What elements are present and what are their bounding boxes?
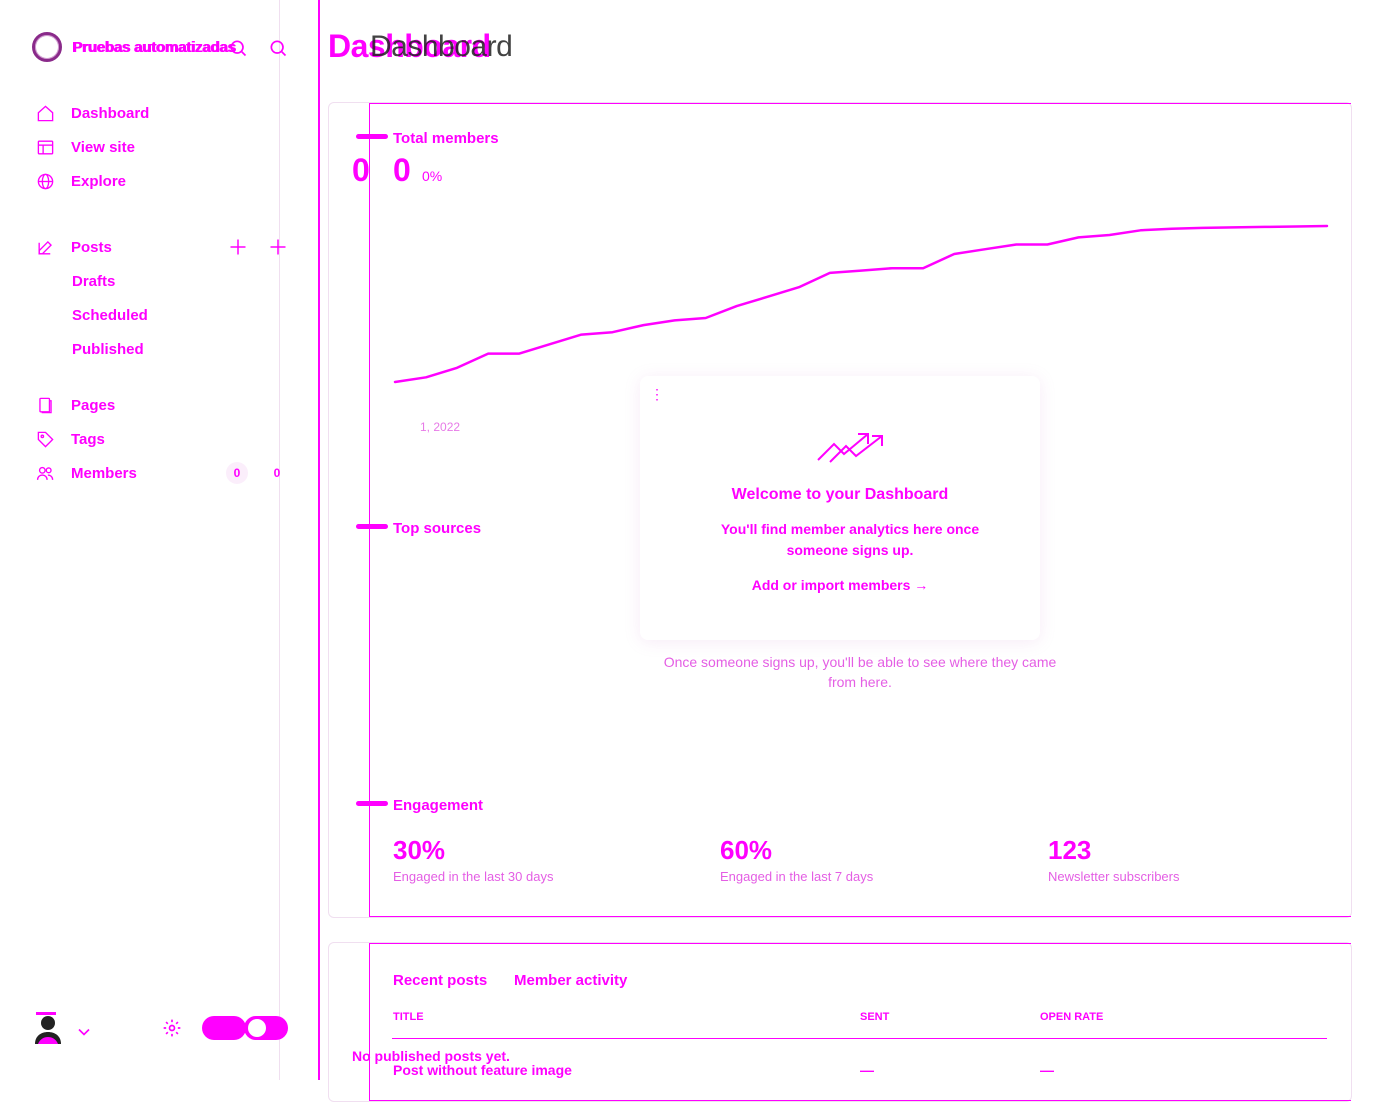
more-icon[interactable]: ⋮: [650, 386, 664, 402]
nav-posts[interactable]: Posts: [36, 230, 286, 264]
column-open-rate: OPEN RATE: [1040, 1011, 1104, 1023]
nav-published[interactable]: Published: [72, 340, 144, 358]
post-title[interactable]: Post without feature image: [393, 1062, 572, 1078]
nav-label: Pages: [71, 396, 116, 414]
tag-icon: [37, 431, 54, 448]
page-icon: [39, 397, 52, 413]
recent-posts-card: [328, 942, 1352, 1102]
engagement-7d-caption: Engaged in the last 7 days: [720, 869, 874, 884]
home-icon: [37, 104, 54, 121]
total-members-value: 0: [393, 152, 411, 188]
theme-toggle-ghost: [202, 1016, 246, 1040]
nav-explore[interactable]: Explore: [36, 164, 286, 198]
members-icon: [36, 466, 54, 480]
user-icon: [35, 1012, 61, 1044]
plus-icon: [230, 239, 246, 255]
newsletter-subscribers-value: 123: [1048, 835, 1092, 865]
nav-pages[interactable]: Pages: [36, 388, 286, 422]
welcome-modal: ⋮ Welcome to your Dashboard You'll find …: [640, 376, 1040, 640]
post-open-rate: —: [1040, 1062, 1054, 1078]
label-ghost-dash: [356, 801, 388, 806]
nav-dashboard[interactable]: Dashboard: [36, 96, 286, 130]
nav-label: Posts: [71, 238, 112, 256]
post-sent: —: [860, 1062, 874, 1078]
content-nav: Pages Tags Members 0 0: [36, 388, 286, 490]
tab-recent-posts[interactable]: Recent posts: [393, 972, 488, 989]
layout-icon: [37, 139, 54, 155]
newsletter-subscribers-caption: Newsletter subscribers: [1048, 869, 1180, 884]
brand-name: Pruebas automatizadas: [72, 38, 236, 56]
nav-view-site[interactable]: View site: [36, 130, 286, 164]
new-post-ghost-button[interactable]: [228, 237, 248, 257]
welcome-description: You'll find member analytics here once s…: [720, 521, 980, 558]
nav-label: Tags: [71, 430, 105, 448]
sidebar-divider: [279, 0, 280, 1080]
nav-tags[interactable]: Tags: [36, 422, 286, 456]
page-title-ghost: Dashboard: [370, 30, 513, 63]
add-members-link[interactable]: Add or import members →: [751, 577, 929, 593]
sidebar-footer: [32, 1010, 292, 1050]
total-members-value-ghost: 0: [352, 152, 370, 188]
primary-nav: Dashboard View site Explore: [36, 96, 286, 198]
chevron-down-icon[interactable]: [72, 1020, 96, 1044]
engagement-7d-value: 60%: [720, 835, 773, 865]
brand[interactable]: Pruebas automatizadas: [32, 32, 236, 62]
column-sent: SENT: [860, 1011, 890, 1023]
no-posts-text: No published posts yet.: [352, 1048, 510, 1064]
engagement-label: Engagement: [393, 797, 484, 814]
label-ghost-dash: [356, 524, 388, 529]
total-members-change: 0%: [422, 168, 443, 184]
tab-member-activity[interactable]: Member activity: [514, 972, 628, 989]
gear-icon[interactable]: [160, 1016, 184, 1040]
members-count: 0: [273, 466, 281, 480]
nav-drafts[interactable]: Drafts: [72, 272, 116, 290]
total-members-label: Total members: [393, 130, 499, 147]
nav-label: Dashboard: [71, 104, 150, 122]
welcome-title: Welcome to your Dashboard: [731, 486, 949, 503]
chart-start-date: 1, 2022: [420, 420, 461, 434]
page-title-text: Dashboard: [328, 28, 491, 64]
engagement-30d-value: 30%: [393, 835, 446, 865]
nav-label: View site: [71, 138, 135, 156]
nav-label: Explore: [71, 172, 127, 190]
globe-icon: [37, 173, 54, 189]
table-header-rule: [392, 1038, 1327, 1039]
posts-nav: Posts Drafts Scheduled Published: [36, 230, 286, 366]
trending-up-icon: [817, 433, 883, 463]
members-count-ghost: 0: [226, 462, 248, 484]
nav-label: Members: [71, 464, 137, 482]
top-sources-label: Top sources: [393, 520, 482, 537]
label-ghost-dash: [356, 134, 388, 139]
column-title: TITLE: [393, 1011, 424, 1023]
search-icon-ghost[interactable]: [226, 36, 250, 60]
sidebar: Pruebas automatizadas Dashboard View sit…: [0, 0, 320, 1080]
nav-scheduled[interactable]: Scheduled: [72, 306, 148, 324]
new-post-button[interactable]: [268, 237, 288, 257]
page-title: Dashboard Dashboard: [328, 28, 513, 65]
edit-icon: [38, 240, 52, 255]
toggle-knob: [248, 1019, 266, 1037]
user-avatar[interactable]: [32, 1010, 64, 1046]
members-series-line: [393, 224, 1329, 384]
dark-mode-toggle[interactable]: [244, 1016, 288, 1040]
brand-logo: [32, 32, 62, 62]
search-icon[interactable]: [266, 36, 290, 60]
card-frame: [369, 103, 1351, 917]
top-sources-empty-text: Once someone signs up, you'll be able to…: [663, 654, 1057, 690]
nav-members[interactable]: Members 0 0: [36, 456, 286, 490]
engagement-30d-caption: Engaged in the last 30 days: [393, 869, 554, 884]
plus-icon: [270, 239, 286, 255]
